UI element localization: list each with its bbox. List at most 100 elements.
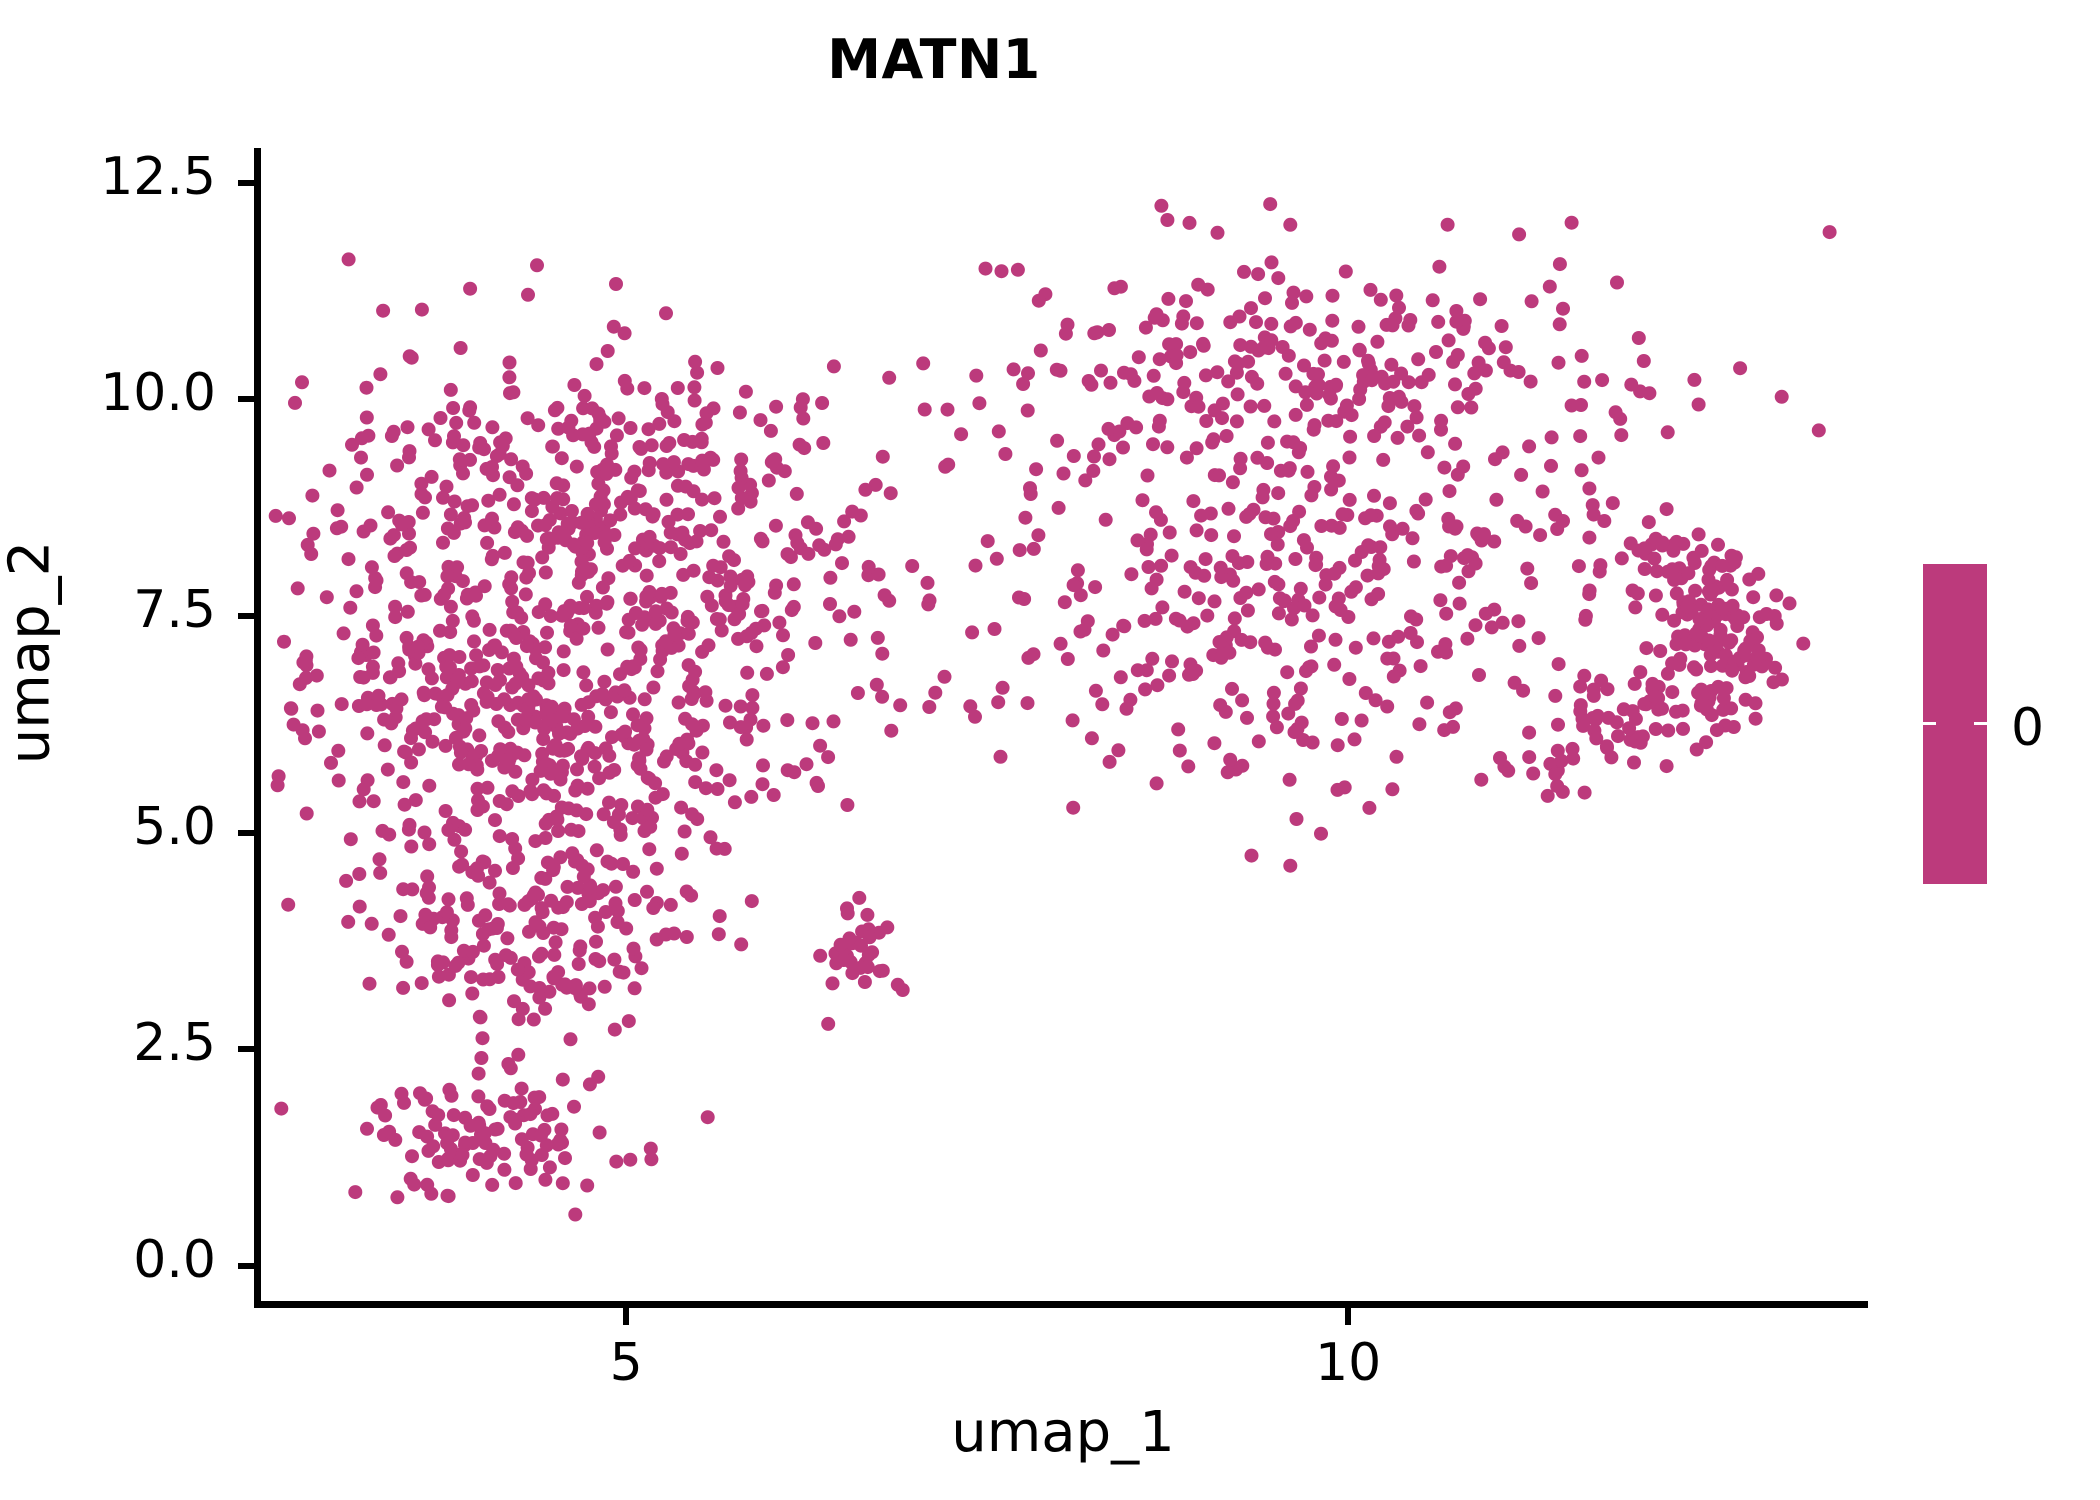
scatter-point	[384, 429, 399, 443]
scatter-point	[447, 494, 462, 509]
scatter-point	[840, 906, 855, 921]
scatter-point	[1305, 735, 1320, 750]
scatter-point	[568, 1207, 583, 1222]
scatter-point	[1116, 440, 1130, 455]
scatter-point	[355, 637, 370, 652]
scatter-point	[510, 962, 525, 977]
scatter-point	[555, 758, 570, 773]
scatter-point	[551, 824, 566, 838]
scatter-point	[1298, 385, 1313, 400]
scatter-point	[1573, 429, 1588, 444]
scatter-point	[840, 798, 855, 812]
scatter-point	[871, 567, 886, 582]
scatter-point	[1277, 593, 1292, 608]
scatter-point	[1633, 665, 1648, 680]
scatter-point	[1199, 414, 1214, 428]
scatter-point	[1275, 340, 1290, 354]
scatter-point	[1433, 593, 1448, 608]
scatter-point	[854, 938, 868, 953]
scatter-point	[1258, 510, 1273, 525]
scatter-point	[438, 738, 453, 753]
scatter-point	[1266, 696, 1281, 711]
scatter-point	[1571, 559, 1586, 574]
scatter-point	[627, 981, 642, 996]
scatter-point	[732, 405, 747, 420]
scatter-point	[623, 421, 638, 435]
scatter-point	[1564, 398, 1579, 413]
scatter-point	[1514, 467, 1529, 482]
scatter-point	[480, 535, 495, 550]
scatter-point	[394, 517, 409, 532]
scatter-point	[596, 883, 610, 898]
scatter-point	[399, 630, 414, 645]
scatter-point	[534, 901, 549, 916]
scatter-point	[1552, 317, 1567, 332]
scatter-point	[815, 396, 830, 410]
scatter-point	[723, 715, 737, 730]
scatter-point	[461, 757, 476, 772]
scatter-point	[1627, 755, 1641, 770]
scatter-point	[632, 484, 647, 498]
scatter-point	[545, 439, 560, 454]
scatter-point	[544, 713, 559, 728]
scatter-point	[514, 610, 529, 625]
scatter-point	[520, 411, 535, 426]
scatter-point	[1573, 679, 1588, 694]
scatter-point	[1702, 562, 1717, 577]
scatter-point	[1694, 543, 1709, 558]
scatter-point	[459, 711, 474, 726]
scatter-point	[452, 757, 466, 772]
scatter-point	[1094, 363, 1108, 378]
scatter-point	[1098, 512, 1113, 527]
scatter-point	[1360, 568, 1375, 583]
scatter-point	[424, 469, 439, 484]
scatter-point	[1548, 767, 1563, 782]
scatter-point	[1681, 566, 1696, 581]
scatter-point	[1442, 484, 1457, 499]
scatter-point	[296, 655, 311, 670]
scatter-point	[558, 977, 572, 992]
scatter-point	[482, 1102, 497, 1116]
scatter-point	[579, 561, 594, 576]
scatter-point	[780, 713, 795, 728]
scatter-point	[556, 663, 571, 678]
scatter-point	[603, 513, 618, 528]
scatter-point	[1418, 492, 1433, 507]
scatter-point	[546, 920, 561, 935]
scatter-point	[882, 370, 897, 385]
scatter-point	[679, 930, 694, 944]
scatter-point	[555, 1072, 570, 1087]
scatter-point	[1363, 508, 1378, 523]
scatter-point	[487, 638, 501, 653]
scatter-point	[567, 1099, 581, 1114]
scatter-point	[1183, 560, 1198, 575]
scatter-point	[564, 504, 579, 518]
scatter-point	[610, 904, 625, 918]
scatter-point	[502, 370, 517, 385]
scatter-point	[1377, 415, 1392, 430]
scatter-point	[1531, 631, 1546, 646]
scatter-point	[1311, 367, 1325, 382]
scatter-point	[370, 1100, 385, 1115]
scatter-point	[407, 1177, 422, 1192]
scatter-point	[1651, 702, 1666, 717]
scatter-point	[504, 570, 519, 585]
scatter-point	[1702, 633, 1716, 648]
scatter-point	[1544, 430, 1559, 445]
scatter-point	[1150, 678, 1165, 693]
scatter-point	[592, 771, 607, 786]
scatter-point	[1327, 566, 1342, 581]
scatter-point	[1058, 326, 1073, 341]
scatter-point	[880, 920, 895, 935]
scatter-point	[442, 660, 457, 675]
scatter-point	[373, 367, 388, 382]
scatter-point	[1124, 567, 1139, 582]
scatter-point	[677, 824, 692, 839]
scatter-point	[755, 534, 770, 549]
scatter-point	[965, 625, 980, 640]
scatter-point	[1285, 295, 1299, 310]
scatter-point	[799, 757, 814, 772]
scatter-point	[1172, 613, 1187, 628]
scatter-point	[452, 650, 467, 664]
scatter-point	[447, 429, 461, 444]
